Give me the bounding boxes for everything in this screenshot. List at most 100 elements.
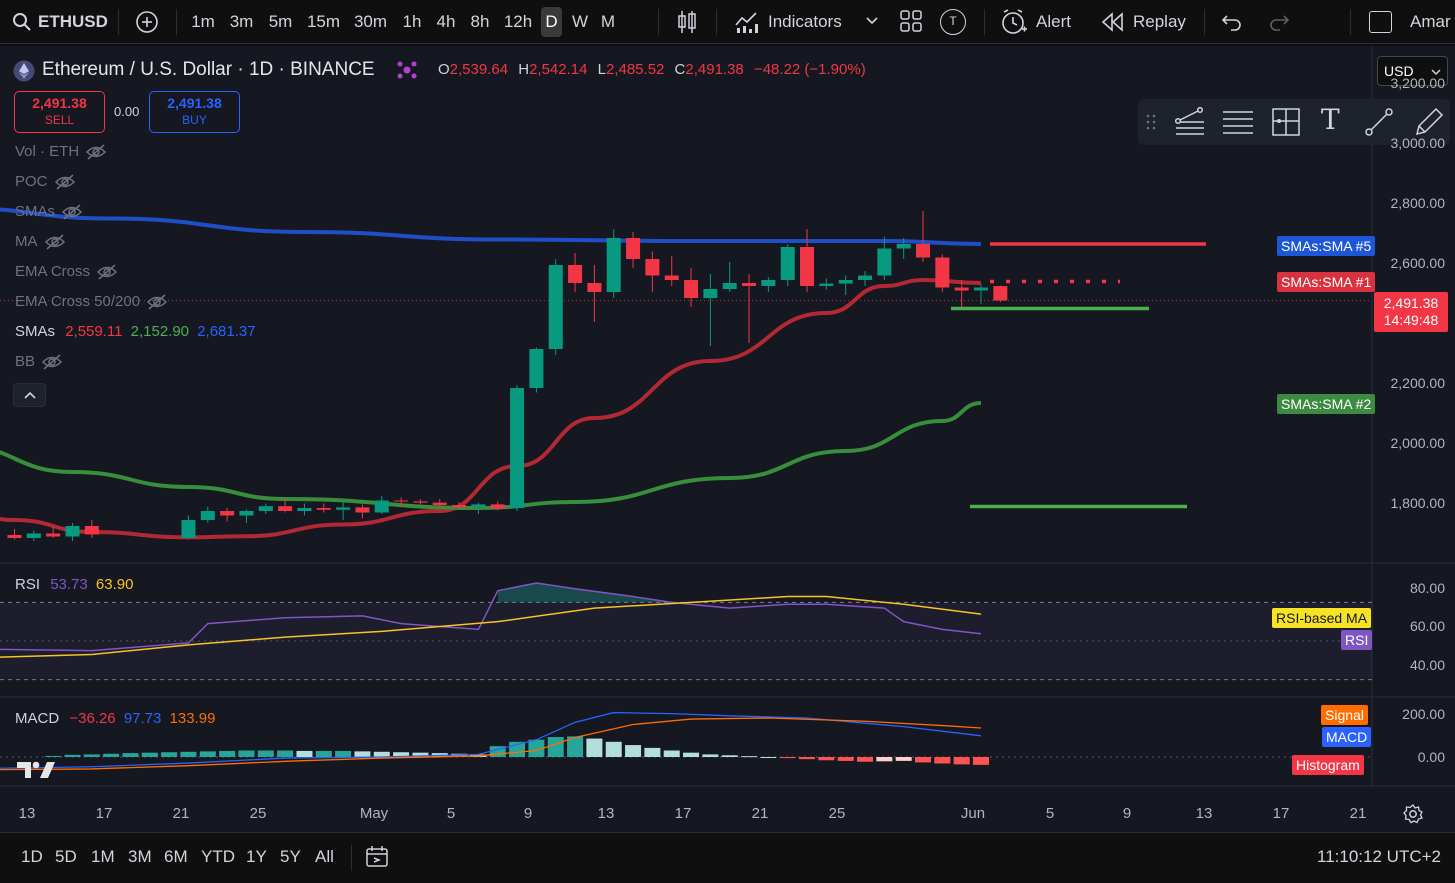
macd-axis-0: 0.00	[1417, 749, 1445, 765]
sma5-tag: SMAs:SMA #5	[1277, 236, 1376, 256]
trend-angle-icon[interactable]	[1174, 107, 1206, 137]
candle	[974, 284, 988, 304]
indicator-ema-cross[interactable]: EMA Cross	[15, 263, 118, 280]
rsi-legend[interactable]: RSI 53.73 63.90	[15, 576, 133, 593]
range-1d[interactable]: 1D	[21, 847, 43, 866]
macd-histogram-bar	[760, 757, 777, 758]
candle	[394, 497, 409, 507]
timeframe-w[interactable]: W	[571, 12, 589, 31]
alert-button[interactable]: Alert	[1036, 12, 1071, 31]
collapse-legend-button[interactable]	[13, 383, 46, 407]
candle-body	[432, 502, 447, 505]
brush-icon[interactable]	[1414, 107, 1444, 137]
price-axis-label: 2,600.00	[1390, 255, 1446, 271]
buy-button[interactable]: 2,491.38 BUY	[149, 91, 240, 133]
go-to-date-icon[interactable]	[365, 845, 391, 869]
candle	[800, 229, 815, 292]
drag-handle-icon[interactable]	[1146, 113, 1156, 131]
timeframe-30m[interactable]: 30m	[353, 12, 388, 31]
replay-icon[interactable]	[1101, 12, 1125, 32]
indicator-ema-cross-50-200[interactable]: EMA Cross 50/200	[15, 293, 168, 310]
candle-body	[413, 501, 428, 503]
text-tool-icon[interactable]: T	[1321, 103, 1340, 136]
chevron-down-icon	[1431, 69, 1441, 76]
eye-hidden-icon[interactable]	[85, 144, 107, 160]
data-source-icon[interactable]	[397, 61, 417, 79]
template-badge[interactable]: T	[940, 9, 966, 35]
clock-timezone[interactable]: 11:10:12 UTC+2	[1317, 847, 1441, 866]
undo-icon[interactable]	[1221, 12, 1243, 32]
candle	[916, 211, 931, 262]
currency-select[interactable]: USD	[1377, 56, 1448, 86]
histogram-value: −36.26	[69, 710, 116, 727]
sell-button[interactable]: 2,491.38 SELL	[14, 91, 105, 133]
timeframe-12h[interactable]: 12h	[503, 12, 533, 31]
timeframe-1h[interactable]: 1h	[402, 12, 422, 31]
candle-body	[336, 507, 351, 510]
candle-body	[838, 280, 853, 284]
macd-line	[0, 711, 982, 769]
symbol-search[interactable]: ETHUSD	[38, 12, 108, 31]
macd-histogram-bar	[915, 757, 932, 763]
redo-icon[interactable]	[1268, 12, 1290, 32]
candle	[664, 256, 679, 286]
indicator-ma[interactable]: MA	[15, 233, 66, 250]
eye-hidden-icon[interactable]	[96, 264, 118, 280]
eye-hidden-icon[interactable]	[61, 204, 83, 220]
indicators-icon[interactable]	[734, 9, 760, 35]
candle-body	[84, 526, 99, 535]
layouts-grid-icon[interactable]	[900, 10, 922, 32]
range-all[interactable]: All	[315, 847, 334, 866]
macd-axis-200: 200.00	[1402, 706, 1445, 722]
candle	[26, 530, 41, 541]
range-ytd[interactable]: YTD	[201, 847, 235, 866]
candle	[838, 275, 853, 295]
range-1y[interactable]: 1Y	[246, 847, 267, 866]
indicator-poc[interactable]: POC	[15, 173, 76, 190]
timeframe-m[interactable]: M	[600, 12, 616, 31]
fib-retracement-icon[interactable]	[1222, 109, 1254, 135]
chevron-down-icon[interactable]	[866, 16, 878, 26]
candles-chart-type-icon[interactable]	[676, 9, 698, 35]
range-5y[interactable]: 5Y	[280, 847, 301, 866]
indicator-vol[interactable]: Vol · ETH	[15, 143, 107, 160]
candle	[742, 274, 757, 343]
indicator-bb[interactable]: BB	[15, 353, 63, 370]
macd-histogram-bar	[412, 752, 429, 757]
macd-tag: MACD	[1322, 727, 1372, 747]
eye-hidden-icon[interactable]	[54, 174, 76, 190]
timeframe-4h[interactable]: 4h	[436, 12, 456, 31]
eye-hidden-icon[interactable]	[41, 354, 63, 370]
timeframe-15m[interactable]: 15m	[306, 12, 341, 31]
tradingview-logo-icon[interactable]	[15, 756, 57, 782]
indicator-smas[interactable]: SMAs 2,559.11 2,152.90 2,681.37	[15, 323, 256, 340]
eye-hidden-icon[interactable]	[146, 294, 168, 310]
chart-area[interactable]: Ethereum / U.S. Dollar · 1D · BINANCE O2…	[0, 46, 1455, 832]
replay-button[interactable]: Replay	[1133, 12, 1186, 31]
alert-clock-icon[interactable]	[1000, 8, 1028, 36]
range-5d[interactable]: 5D	[55, 847, 77, 866]
user-menu[interactable]: Amar	[1410, 12, 1451, 31]
macd-legend[interactable]: MACD −36.26 97.73 133.99	[15, 710, 215, 727]
eye-hidden-icon[interactable]	[44, 234, 66, 250]
range-1m[interactable]: 1M	[91, 847, 115, 866]
fullscreen-checkbox[interactable]	[1369, 11, 1392, 33]
search-icon[interactable]	[12, 12, 32, 32]
candle	[993, 285, 1008, 303]
timeframe-1m[interactable]: 1m	[191, 12, 215, 31]
macd-histogram-bar	[567, 736, 584, 757]
timeframe-3m[interactable]: 3m	[229, 12, 254, 31]
compare-add-icon[interactable]	[135, 10, 159, 34]
range-3m[interactable]: 3M	[128, 847, 152, 866]
indicator-smas-hidden[interactable]: SMAs	[15, 203, 83, 220]
chart-title[interactable]: Ethereum / U.S. Dollar · 1D · BINANCE	[42, 59, 375, 80]
trend-line-icon[interactable]	[1364, 107, 1394, 137]
timeframe-d[interactable]: D	[541, 7, 562, 37]
chart-canvas[interactable]	[0, 46, 1455, 832]
indicators-button[interactable]: Indicators	[768, 12, 842, 31]
timeframe-8h[interactable]: 8h	[470, 12, 490, 31]
timeframe-5m[interactable]: 5m	[268, 12, 293, 31]
range-6m[interactable]: 6M	[164, 847, 188, 866]
settings-gear-icon[interactable]	[1403, 804, 1423, 824]
long-position-icon[interactable]	[1271, 107, 1301, 137]
